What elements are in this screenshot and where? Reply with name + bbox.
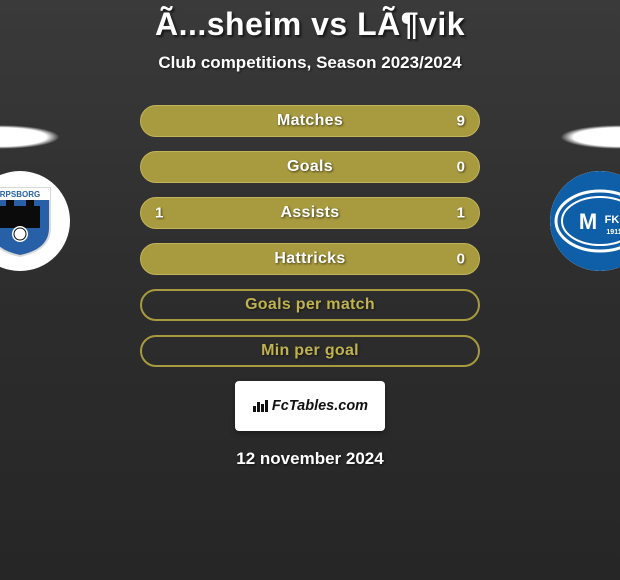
date-label: 12 november 2024 <box>236 449 383 469</box>
stat-row-min-per-goal: Min per goal <box>140 335 480 367</box>
stat-label: Goals <box>287 158 333 176</box>
stat-label: Assists <box>280 204 339 222</box>
stat-right-value: 0 <box>457 251 465 268</box>
stat-row-matches: Matches 9 <box>140 105 480 137</box>
stats-list: Matches 9 Goals 0 1 Assists 1 Hattricks … <box>140 105 480 367</box>
stat-row-assists: 1 Assists 1 <box>140 197 480 229</box>
page-title: Ã...sheim vs LÃ¶vik <box>155 6 465 43</box>
stat-row-goals: Goals 0 <box>140 151 480 183</box>
bars-icon <box>252 399 270 413</box>
brand-text: FcTables.com <box>272 398 368 414</box>
stat-label: Matches <box>277 112 343 130</box>
stat-row-hattricks: Hattricks 0 <box>140 243 480 275</box>
brand-link[interactable]: FcTables.com <box>235 381 385 431</box>
stat-label: Min per goal <box>261 342 359 360</box>
main-content: Ã...sheim vs LÃ¶vik Club competitions, S… <box>0 0 620 580</box>
stat-row-goals-per-match: Goals per match <box>140 289 480 321</box>
stat-right-value: 9 <box>457 113 465 130</box>
brand-label: FcTables.com <box>252 398 368 414</box>
stat-left-value: 1 <box>155 205 163 222</box>
stat-label: Hattricks <box>274 250 345 268</box>
page-subtitle: Club competitions, Season 2023/2024 <box>158 53 461 73</box>
stat-label: Goals per match <box>245 296 375 314</box>
stat-right-value: 0 <box>457 159 465 176</box>
stat-right-value: 1 <box>457 205 465 222</box>
